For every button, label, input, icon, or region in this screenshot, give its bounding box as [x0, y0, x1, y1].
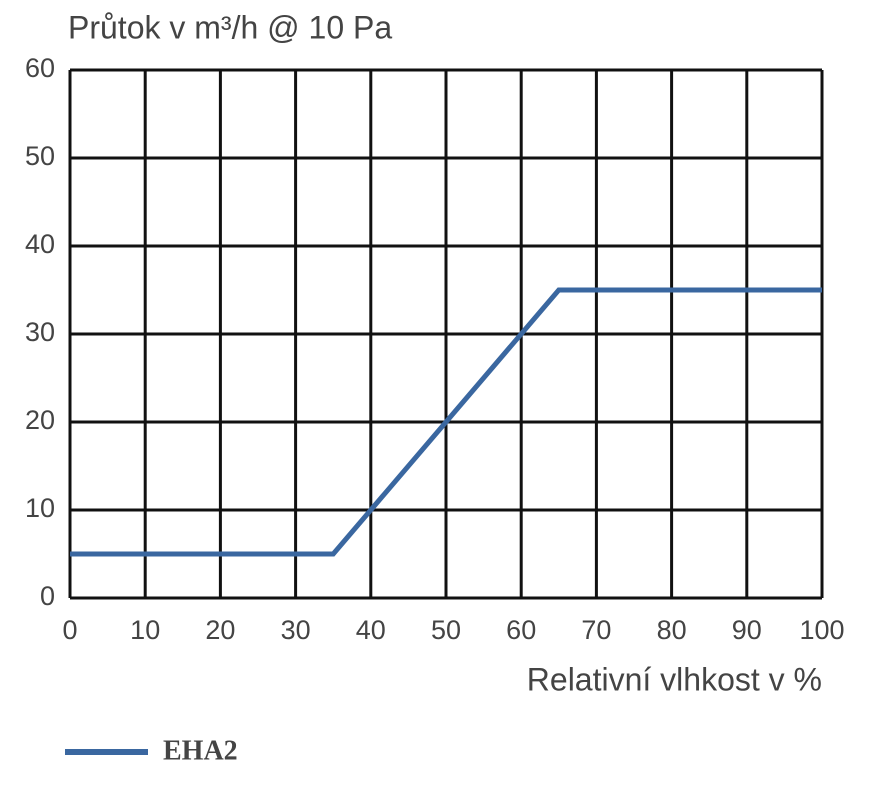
y-tick-label: 40 — [25, 229, 55, 259]
y-tick-label: 0 — [40, 581, 55, 611]
x-tick-label: 80 — [657, 615, 687, 645]
y-tick-label: 60 — [25, 53, 55, 83]
x-tick-label: 50 — [431, 615, 461, 645]
y-tick-label: 10 — [25, 493, 55, 523]
x-tick-label: 70 — [581, 615, 611, 645]
y-tick-label: 50 — [25, 141, 55, 171]
chart-title: Průtok v m³/h @ 10 Pa — [68, 9, 392, 45]
x-tick-label: 30 — [281, 615, 311, 645]
legend-label: EHA2 — [163, 735, 238, 766]
x-tick-label: 100 — [799, 615, 844, 645]
x-tick-label: 90 — [732, 615, 762, 645]
x-axis-label: Relativní vlhkost v % — [527, 661, 822, 697]
x-tick-label: 40 — [356, 615, 386, 645]
x-tick-label: 10 — [130, 615, 160, 645]
x-tick-label: 60 — [506, 615, 536, 645]
y-tick-label: 20 — [25, 405, 55, 435]
y-tick-label: 30 — [25, 317, 55, 347]
x-tick-label: 0 — [62, 615, 77, 645]
data-line — [70, 287, 822, 557]
x-tick-label: 20 — [205, 615, 235, 645]
